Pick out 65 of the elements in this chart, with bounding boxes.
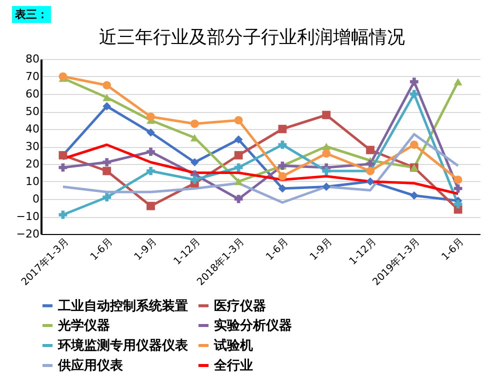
legend-label: 工业自动控制系统装置 (57, 298, 188, 314)
point (190, 120, 199, 128)
point (366, 146, 374, 154)
point (454, 78, 462, 86)
point (278, 172, 287, 180)
y-tick-label: −10 (16, 210, 40, 223)
legend-label: 医疗仪器 (214, 298, 266, 314)
point (410, 191, 418, 200)
y-tick-label: −20 (16, 228, 40, 240)
x-tick-label: 1-6月 (88, 236, 116, 263)
legend-label: 全行业 (213, 358, 253, 374)
x-tick-label: 1-6月 (440, 236, 466, 263)
point (234, 135, 243, 144)
y-tick-label: 70 (26, 70, 40, 83)
point (190, 158, 199, 166)
x-tick-label: 1-9月 (132, 236, 160, 263)
text: 表三： (12, 6, 51, 23)
legend-label: 光学仪器 (57, 318, 110, 334)
legend-label: 供应用仪表 (57, 358, 124, 374)
y-tick-label: 20 (26, 158, 40, 170)
x-tick-label: 1-9月 (308, 236, 335, 263)
x-tick-label: 1-6月 (264, 236, 291, 263)
point (322, 110, 331, 120)
point (102, 102, 112, 110)
legend-label: 环境监测专用仪器仪表 (57, 338, 189, 354)
point (102, 193, 112, 202)
point (146, 128, 155, 137)
point (146, 166, 155, 176)
point (278, 124, 287, 134)
y-tick-label: 80 (26, 52, 40, 66)
point (190, 176, 199, 184)
point (234, 178, 243, 186)
point (410, 140, 418, 149)
point (102, 166, 112, 176)
y-tick-label: 30 (26, 140, 40, 153)
chart-title: 近三年行业及部分子行业利润增幅情况 (98, 26, 406, 49)
point (410, 78, 418, 86)
point (410, 90, 418, 98)
point (146, 202, 155, 210)
point (322, 142, 331, 150)
point (58, 210, 68, 219)
point (454, 176, 462, 184)
y-tick-label: 40 (26, 122, 40, 136)
y-tick-label: 50 (26, 105, 40, 118)
point (102, 158, 112, 166)
point (454, 200, 462, 208)
point (278, 140, 287, 149)
y-tick-label: 10 (26, 175, 40, 188)
y-tick-label: 0 (32, 192, 40, 206)
legend-label: 试验机 (213, 338, 253, 354)
point (322, 166, 331, 176)
point (322, 182, 331, 191)
point (190, 134, 199, 142)
point (102, 81, 112, 90)
point (366, 177, 374, 186)
point (58, 72, 68, 81)
point (234, 151, 243, 160)
line-series (62, 133, 460, 204)
point (322, 149, 331, 158)
legend-label: 实验分析仪器 (214, 318, 292, 334)
point (234, 116, 243, 124)
point (102, 94, 112, 102)
point (146, 148, 155, 156)
point (146, 112, 155, 121)
y-tick-label: 60 (26, 88, 40, 100)
